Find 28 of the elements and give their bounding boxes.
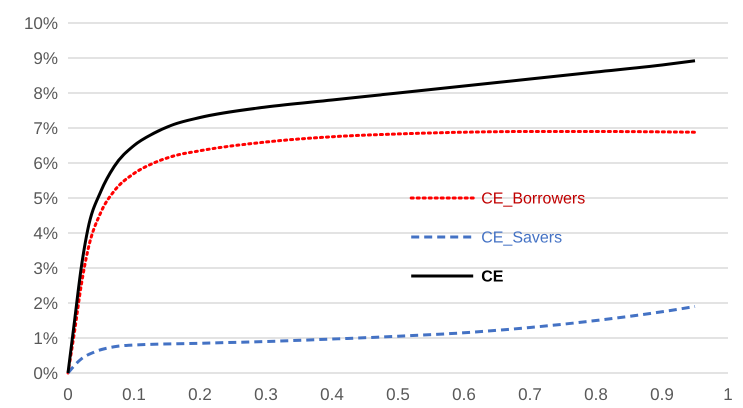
y-tick-label: 8% <box>33 84 58 103</box>
x-tick-label: 0 <box>63 385 73 404</box>
legend-label: CE_Savers <box>481 230 562 247</box>
y-tick-label: 2% <box>33 294 58 313</box>
x-tick-label: 0.2 <box>188 385 212 404</box>
y-tick-label: 5% <box>33 188 58 208</box>
y-tick-label: 6% <box>33 154 58 173</box>
x-tick-label: 0.3 <box>254 385 278 404</box>
line-series <box>66 59 696 374</box>
x-tick-label: 0.7 <box>518 385 542 404</box>
y-tick-label: 10% <box>24 14 58 33</box>
x-tick-label: 0.5 <box>386 385 410 404</box>
legend-label: CE_Borrowers <box>481 190 586 208</box>
x-tick-label: 0.9 <box>650 385 674 404</box>
y-tick-label: 1% <box>33 328 58 348</box>
line-series <box>66 305 696 374</box>
x-tick-label: 0.8 <box>584 385 608 404</box>
x-tick-label: 0.1 <box>122 385 146 404</box>
legend-label: CE <box>481 268 504 286</box>
y-tick-label: 7% <box>33 118 58 138</box>
y-tick-label: 0% <box>33 364 58 383</box>
x-tick-label: 0.4 <box>320 385 344 404</box>
y-tick-label: 9% <box>33 48 58 68</box>
line-series <box>66 130 696 374</box>
y-tick-label: 3% <box>33 258 58 278</box>
x-tick-label: 0.6 <box>452 385 476 404</box>
y-tick-label: 4% <box>33 224 58 243</box>
x-tick-label: 1 <box>723 385 733 404</box>
